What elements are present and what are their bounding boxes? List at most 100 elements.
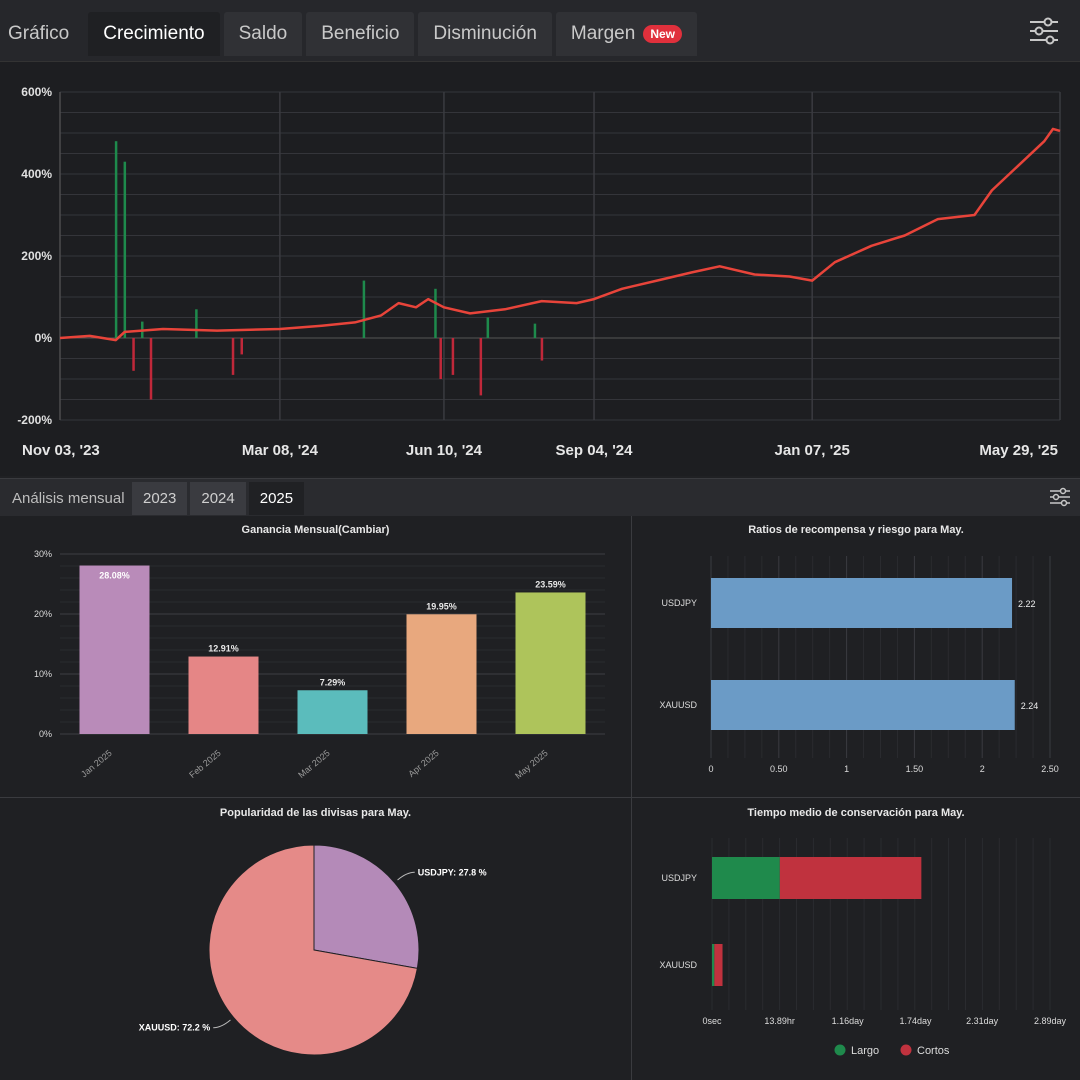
holding-bar xyxy=(712,857,780,899)
tab-label: Crecimiento xyxy=(103,23,205,44)
y-tick-label: 600% xyxy=(21,85,52,99)
growth-line xyxy=(59,127,1061,342)
x-tick-label: Jun 10, '24 xyxy=(406,442,483,459)
x-tick-label: Jan 2025 xyxy=(79,748,114,779)
bar-value-label: 23.59% xyxy=(535,579,566,589)
y-tick-label: 0% xyxy=(39,729,52,739)
tab-5[interactable]: Margen New xyxy=(555,12,697,56)
gain-bar xyxy=(188,656,259,734)
growth-chart: 600% 400% 200% 0% -200% Nov 03, '23 Mar 08, '2… xyxy=(17,85,1061,459)
bar-value-label: 2.24 xyxy=(1021,701,1039,711)
y-tick-label: 200% xyxy=(21,249,52,263)
holding-bar xyxy=(714,944,723,986)
x-tick-label: Feb 2025 xyxy=(187,748,223,780)
year-tab-2023[interactable]: 2023 xyxy=(132,482,188,515)
x-tick-label: 13.89hr xyxy=(764,1016,795,1026)
holding-bar xyxy=(712,944,715,986)
settings-sliders-icon[interactable] xyxy=(1028,16,1060,51)
legend-marker xyxy=(834,1044,846,1056)
gain-bar xyxy=(297,690,368,734)
tab-4[interactable]: Disminución xyxy=(418,12,552,56)
x-tick-label: 0sec xyxy=(702,1016,722,1026)
reward-risk-title: Ratios de recompensa y riesgo para May. xyxy=(748,524,964,536)
monthly-analysis-label: Análisis mensual xyxy=(12,490,125,507)
x-tick-label: Nov 03, '23 xyxy=(22,442,100,459)
x-tick-label: Mar 2025 xyxy=(296,748,332,780)
monthly-settings-icon[interactable] xyxy=(1049,487,1071,512)
x-tick-label: May 2025 xyxy=(513,748,550,781)
holding-bar xyxy=(779,857,922,899)
category-label: XAUUSD xyxy=(659,700,697,710)
trade-bar xyxy=(540,338,544,361)
x-tick-label: 2.89day xyxy=(1034,1016,1067,1026)
trade-bar xyxy=(362,280,366,338)
ratio-bar xyxy=(711,680,1015,730)
category-label: XAUUSD xyxy=(659,960,697,970)
panel-divider-horizontal xyxy=(0,797,1080,798)
monthly-analysis-bar: Análisis mensual 2023 2024 2025 xyxy=(0,478,1080,516)
x-tick-label: 1 xyxy=(844,764,849,774)
trade-bar xyxy=(439,338,442,379)
x-tick-label: May 29, '25 xyxy=(979,442,1058,459)
chart-tabs: Gráfico Crecimiento Saldo Beneficio Disminuc… xyxy=(0,12,697,56)
year-tabs: 2023 2024 2025 xyxy=(132,482,305,515)
gain-bar xyxy=(406,614,477,734)
legend-label: Cortos xyxy=(917,1045,950,1057)
y-tick-label: 20% xyxy=(34,609,52,619)
bar-value-label: 7.29% xyxy=(320,677,346,687)
year-tab-2025[interactable]: 2025 xyxy=(248,482,305,515)
pie-slice xyxy=(313,844,420,969)
trade-bar xyxy=(240,338,244,355)
category-label: USDJPY xyxy=(661,873,697,883)
tab-2[interactable]: Saldo xyxy=(223,12,303,56)
holding-time-panel: Tiempo medio de conservación para May. 0… xyxy=(632,798,1080,1080)
bar-value-label: 2.22 xyxy=(1018,599,1036,609)
y-tick-label: 0% xyxy=(35,331,53,345)
trade-bar xyxy=(195,309,198,338)
trade-bar xyxy=(479,338,483,396)
trade-bar xyxy=(132,338,135,371)
y-tick-label: 30% xyxy=(34,549,52,559)
pie-label: USDJPY: 27.8 % xyxy=(418,867,487,877)
growth-chart-panel: 600% 400% 200% 0% -200% Nov 03, '23 Mar 08, '2… xyxy=(0,62,1080,476)
trade-bar xyxy=(231,338,235,375)
tab-3[interactable]: Beneficio xyxy=(306,12,415,56)
currency-popularity-title: Popularidad de las divisas para May. xyxy=(219,807,412,819)
pie-label-connector xyxy=(213,1019,231,1029)
tab-label: Margen xyxy=(570,23,636,44)
x-tick-label: 2.50 xyxy=(1041,764,1059,774)
trade-bar xyxy=(486,317,490,338)
y-tick-label: 10% xyxy=(34,669,52,679)
y-tick-label: -200% xyxy=(17,413,52,427)
x-tick-label: Apr 2025 xyxy=(406,748,440,779)
pie-label: XAUUSD: 72.2 % xyxy=(139,1023,211,1033)
category-label: USDJPY xyxy=(661,598,697,608)
trade-bar xyxy=(123,161,127,338)
x-tick-label: Jan 07, '25 xyxy=(775,442,850,459)
reward-risk-chart: 0 0.50 1 1.50 2 2.50 USDJPY 2.22 XAUUSD 2.24 xyxy=(659,556,1059,774)
trade-bar xyxy=(149,338,153,400)
y-tick-label: 400% xyxy=(21,167,52,181)
x-tick-label: 1.16day xyxy=(832,1016,865,1026)
x-tick-label: Mar 08, '24 xyxy=(242,442,319,459)
tab-label: Beneficio xyxy=(321,23,400,44)
x-tick-label: 0 xyxy=(708,764,713,774)
trade-bar xyxy=(434,288,437,338)
top-tab-bar: Gráfico Crecimiento Saldo Beneficio Disminuc… xyxy=(0,0,1080,62)
monthly-gain-panel: Ganancia Mensual(Cambiar) 30% 20% 10% 0% 28.… xyxy=(0,516,631,797)
x-tick-label: 2.31day xyxy=(966,1016,999,1026)
bar-value-label: 28.08% xyxy=(99,571,130,581)
new-badge: New xyxy=(643,25,682,43)
ratio-bar xyxy=(711,578,1013,628)
gain-bar xyxy=(79,565,150,734)
x-tick-label: Sep 04, '24 xyxy=(556,442,634,459)
tab-0[interactable]: Gráfico xyxy=(0,12,84,56)
panel-divider-vertical xyxy=(631,516,632,1080)
year-tab-2024[interactable]: 2024 xyxy=(190,482,246,515)
monthly-gain-chart: 30% 20% 10% 0% 28.08% Jan 2025 12.91% Feb 2025 7… xyxy=(34,549,605,781)
legend-label: Largo xyxy=(851,1045,879,1057)
tab-1[interactable]: Crecimiento xyxy=(88,12,220,56)
x-tick-label: 2 xyxy=(980,764,985,774)
tab-label: Gráfico xyxy=(8,23,70,44)
pie-slice xyxy=(208,844,418,1056)
